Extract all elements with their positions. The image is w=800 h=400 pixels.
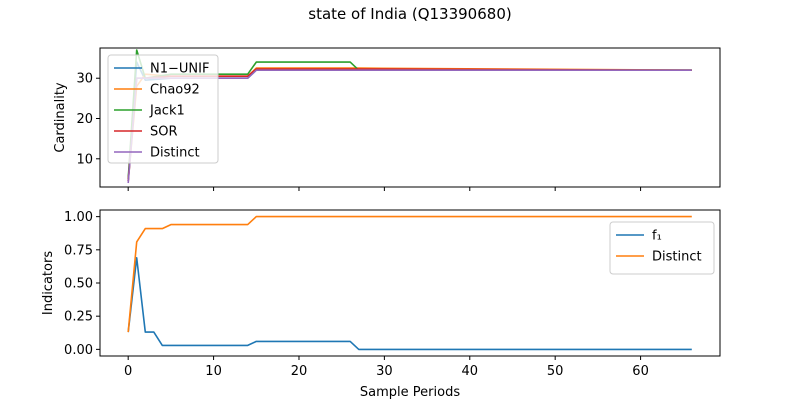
x-tick-label: 60 bbox=[632, 364, 649, 379]
x-tick-label: 40 bbox=[462, 364, 479, 379]
y-tick-label: 0.75 bbox=[64, 243, 93, 258]
x-tick-label: 50 bbox=[547, 364, 564, 379]
series-line-1 bbox=[127, 256, 692, 351]
legend-box bbox=[609, 221, 715, 275]
legend-box bbox=[107, 54, 219, 164]
panel-1: 10 20 30 Cardinality N1−UNIF Chao92 Jack1 SOR Di… bbox=[53, 47, 721, 191]
legend-label: Jack1 bbox=[149, 104, 185, 119]
y-tick-label: 10 bbox=[76, 152, 93, 167]
series-line-2 bbox=[127, 215, 692, 333]
y-tick-label: 0.25 bbox=[64, 310, 93, 325]
legend-label: Distinct bbox=[150, 146, 200, 161]
x-tick-label: 0 bbox=[124, 364, 132, 379]
figure-title: state of India (Q13390680) bbox=[308, 5, 511, 23]
legend-label: SOR bbox=[150, 125, 178, 140]
legend-label: Distinct bbox=[652, 250, 702, 265]
y-axis-label: Indicators bbox=[41, 251, 56, 315]
legend: N1−UNIF Chao92 Jack1 SOR Distinct bbox=[107, 54, 219, 164]
y-tick-label: 1.00 bbox=[64, 210, 93, 225]
y-tick-label: 30 bbox=[76, 72, 93, 87]
legend: f₁ Distinct bbox=[609, 221, 715, 275]
panel-2: 0.00 0.25 0.50 0.75 1.00 0 10 20 30 40 50 60 Indicat… bbox=[41, 209, 721, 400]
y-axis-label: Cardinality bbox=[53, 82, 68, 153]
x-tick-label: 10 bbox=[205, 364, 222, 379]
x-tick-label: 30 bbox=[376, 364, 393, 379]
plot-frame bbox=[99, 47, 721, 188]
y-tick-label: 20 bbox=[76, 112, 93, 127]
legend-label: f₁ bbox=[652, 229, 662, 244]
x-tick-label: 20 bbox=[291, 364, 308, 379]
x-axis-label: Sample Periods bbox=[360, 385, 460, 400]
y-tick-label: 0.00 bbox=[64, 343, 93, 358]
y-tick-label: 0.50 bbox=[64, 277, 93, 292]
legend-label: Chao92 bbox=[150, 83, 200, 98]
legend-label: N1−UNIF bbox=[150, 62, 209, 77]
